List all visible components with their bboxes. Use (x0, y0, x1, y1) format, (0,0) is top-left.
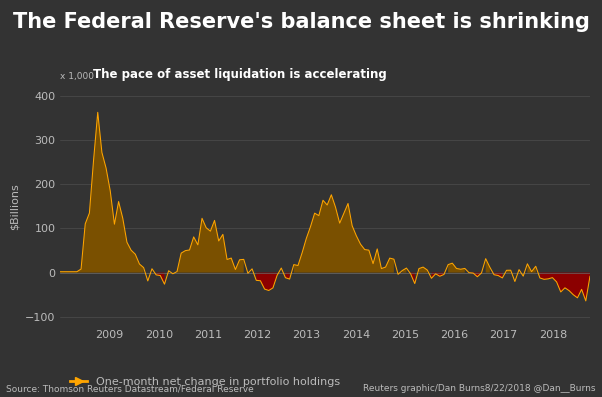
Text: x 1,000: x 1,000 (60, 72, 94, 81)
Text: Reuters graphic/Dan Burns8/22/2018 @Dan__Burns: Reuters graphic/Dan Burns8/22/2018 @Dan_… (364, 384, 596, 393)
Y-axis label: $Billions: $Billions (10, 183, 19, 230)
Text: The pace of asset liquidation is accelerating: The pace of asset liquidation is acceler… (93, 68, 387, 81)
Text: Source: Thomson Reuters Datastream/Federal Reserve: Source: Thomson Reuters Datastream/Feder… (6, 384, 254, 393)
Legend: One-month net change in portfolio holdings: One-month net change in portfolio holdin… (66, 372, 344, 391)
Text: The Federal Reserve's balance sheet is shrinking: The Federal Reserve's balance sheet is s… (13, 12, 589, 32)
